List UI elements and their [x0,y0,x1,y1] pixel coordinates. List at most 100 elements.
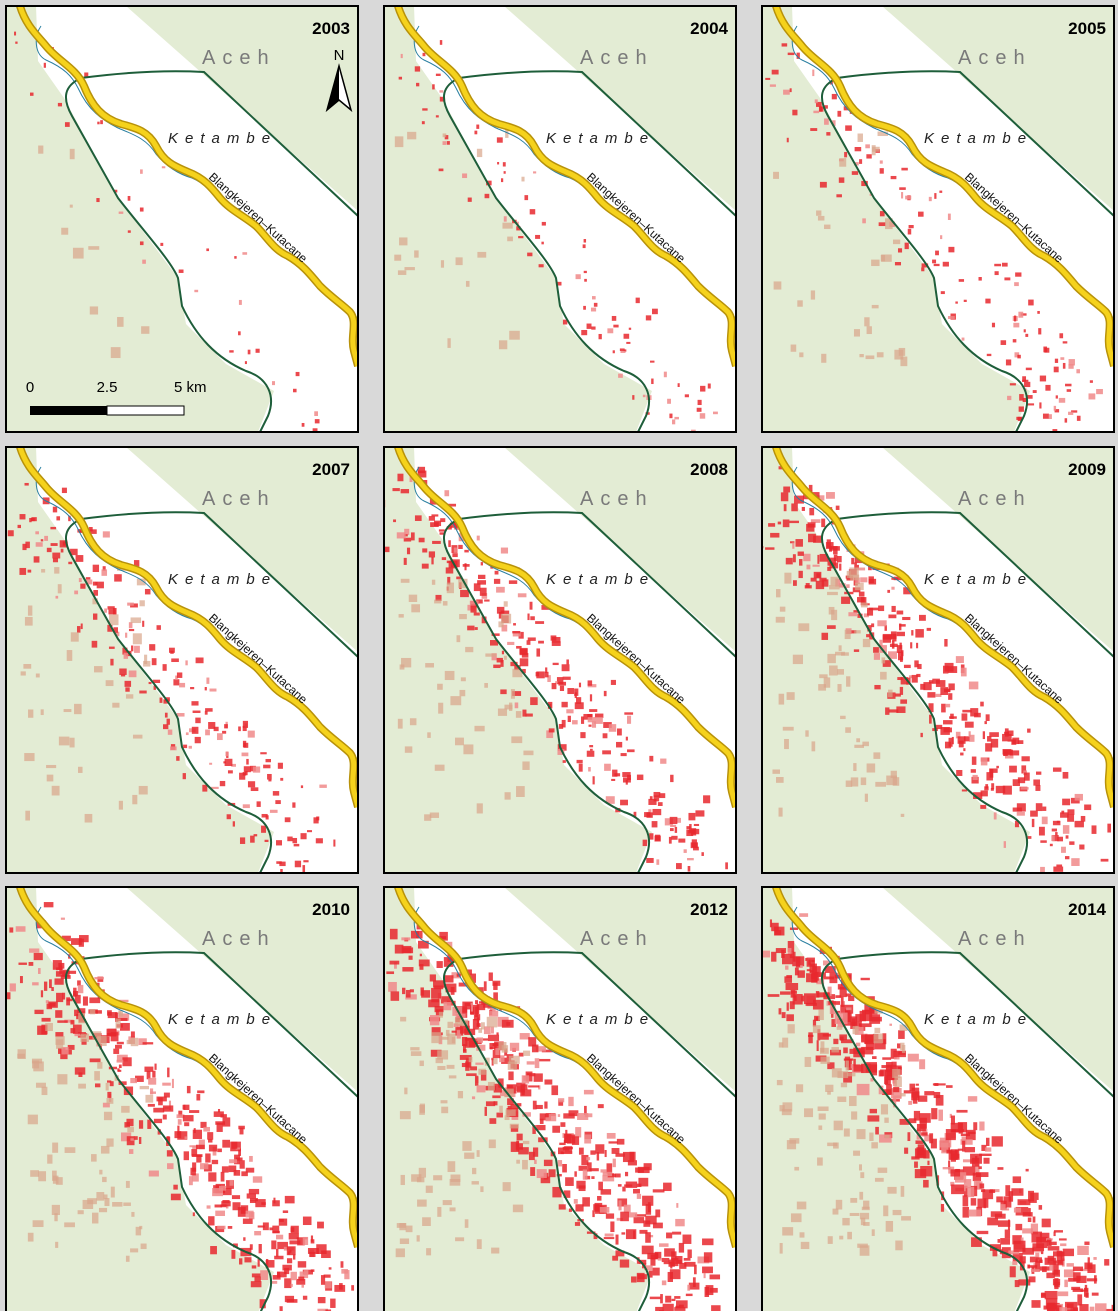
deforestation-patch [1063,341,1068,343]
deforestation-patch [790,88,792,92]
degradation-patch [133,633,142,644]
deforestation-patch [624,334,630,339]
deforestation-patch [927,1161,929,1165]
deforestation-patch [522,710,526,717]
degradation-patch [106,1083,109,1091]
deforestation-patch [1060,1243,1066,1246]
deforestation-patch [251,787,259,791]
degradation-patch [85,814,93,823]
deforestation-patch [845,125,852,130]
deforestation-patch [149,682,152,684]
deforestation-patch [442,557,446,560]
deforestation-patch [527,640,531,645]
deforestation-patch [212,1188,223,1196]
deforestation-patch [956,1110,967,1113]
deforestation-patch [770,533,779,538]
deforestation-patch [477,1085,486,1092]
degradation-patch [878,1168,888,1173]
deforestation-patch [963,748,965,751]
deforestation-patch [574,1199,578,1204]
deforestation-patch [1003,749,1012,755]
deforestation-patch [612,1148,620,1154]
deforestation-patch [883,634,892,640]
deforestation-patch [1013,1176,1021,1183]
deforestation-patch [872,1017,882,1022]
deforestation-patch [212,1160,218,1164]
deforestation-patch [787,1002,789,1010]
deforestation-patch [816,991,819,998]
deforestation-patch [273,1198,275,1204]
degradation-patch [498,1042,506,1050]
deforestation-patch [502,651,504,655]
deforestation-patch [1017,355,1020,359]
degradation-patch [464,1153,474,1159]
deforestation-patch [920,1166,932,1176]
deforestation-patch [688,813,695,820]
deforestation-patch [950,1169,960,1176]
deforestation-patch [979,277,982,281]
deforestation-patch [1017,803,1026,811]
degradation-patch [38,146,43,154]
deforestation-patch [401,937,410,940]
deforestation-patch [1061,847,1066,853]
degradation-patch [64,1222,75,1227]
deforestation-patch [915,629,924,637]
deforestation-patch [607,1133,616,1139]
deforestation-patch [1077,416,1081,421]
deforestation-patch [158,1097,163,1105]
deforestation-patch [859,1023,872,1027]
degradation-patch [91,1154,97,1162]
deforestation-patch [916,643,918,648]
deforestation-patch [603,733,608,738]
deforestation-patch [674,1296,680,1299]
deforestation-patch [1005,728,1009,736]
deforestation-patch [314,411,318,416]
deforestation-patch [233,1202,241,1210]
year-label: 2009 [1068,460,1106,479]
deforestation-patch [612,1256,618,1261]
deforestation-patch [997,1167,1003,1170]
degradation-patch [783,727,794,731]
deforestation-patch [948,214,951,220]
deforestation-patch [1039,1205,1043,1210]
deforestation-patch [114,574,122,581]
deforestation-patch [1017,812,1025,816]
deforestation-patch [898,248,902,252]
deforestation-patch [397,474,403,482]
deforestation-patch [943,720,952,724]
deforestation-patch [208,1172,216,1181]
scale-bar-black [30,406,107,415]
degradation-patch [401,1175,405,1185]
degradation-patch [450,696,461,705]
deforestation-patch [654,792,661,797]
deforestation-patch [985,784,988,788]
deforestation-patch [1010,383,1016,385]
deforestation-patch [786,558,793,565]
deforestation-patch [47,548,52,552]
degradation-patch [123,1202,131,1205]
degradation-patch [820,1048,829,1054]
degradation-patch [425,663,434,667]
degradation-patch [131,1212,134,1217]
deforestation-patch [889,1024,892,1026]
degradation-patch [67,650,73,661]
deforestation-patch [56,516,60,520]
deforestation-patch [658,1258,662,1261]
degradation-patch [451,1175,461,1182]
degradation-patch [130,1248,138,1252]
deforestation-patch [228,1226,233,1229]
deforestation-patch [675,1219,684,1226]
north-label: N [334,47,345,64]
deforestation-patch [220,781,225,786]
deforestation-patch [846,1007,851,1010]
deforestation-patch [675,1306,680,1308]
deforestation-patch [693,435,695,438]
deforestation-patch [901,192,903,198]
panel-content [6,447,358,895]
deforestation-patch [243,721,248,728]
deforestation-patch [149,644,155,650]
deforestation-patch [836,506,840,510]
deforestation-patch [1041,1293,1045,1297]
deforestation-patch [1068,1278,1080,1282]
deforestation-patch [80,584,85,589]
